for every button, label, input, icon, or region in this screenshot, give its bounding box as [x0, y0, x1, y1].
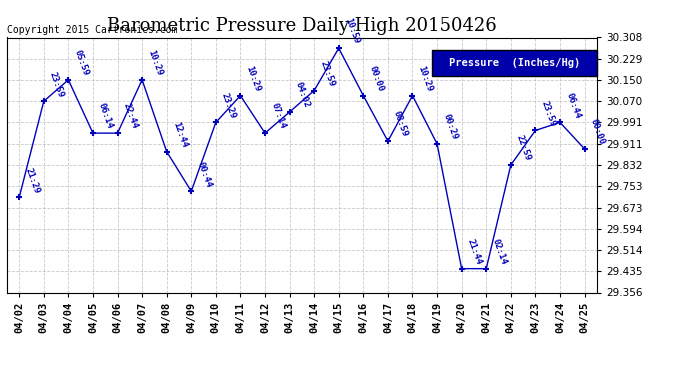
Text: 23:59: 23:59 — [48, 70, 66, 99]
Text: 04:02: 04:02 — [294, 81, 311, 109]
Title: Barometric Pressure Daily High 20150426: Barometric Pressure Daily High 20150426 — [107, 16, 497, 34]
Text: 10:59: 10:59 — [343, 17, 361, 45]
Text: Copyright 2015 Cartronics.com: Copyright 2015 Cartronics.com — [7, 25, 177, 35]
Text: Pressure  (Inches/Hg): Pressure (Inches/Hg) — [448, 58, 580, 68]
Text: 00:00: 00:00 — [589, 118, 607, 146]
Text: 21:44: 21:44 — [466, 237, 484, 266]
Text: 06:14: 06:14 — [97, 102, 115, 130]
Text: 05:59: 05:59 — [72, 49, 90, 77]
Text: 12:44: 12:44 — [171, 120, 188, 149]
FancyBboxPatch shape — [432, 50, 597, 76]
Text: 08:59: 08:59 — [392, 110, 410, 138]
Text: 23:59: 23:59 — [540, 99, 558, 128]
Text: 22:59: 22:59 — [515, 134, 533, 162]
Text: 10:29: 10:29 — [417, 64, 434, 93]
Text: 10:29: 10:29 — [244, 64, 262, 93]
Text: 00:00: 00:00 — [368, 64, 385, 93]
Text: 23:29: 23:29 — [220, 91, 237, 120]
Text: 00:29: 00:29 — [441, 113, 459, 141]
Text: 21:29: 21:29 — [23, 166, 41, 195]
Text: 07:14: 07:14 — [269, 102, 287, 130]
Text: 02:14: 02:14 — [491, 237, 508, 266]
Text: 06:44: 06:44 — [564, 91, 582, 120]
Text: 00:44: 00:44 — [195, 160, 213, 189]
Text: 23:59: 23:59 — [318, 59, 336, 88]
Text: 10:29: 10:29 — [146, 49, 164, 77]
Text: 22:44: 22:44 — [121, 102, 139, 130]
